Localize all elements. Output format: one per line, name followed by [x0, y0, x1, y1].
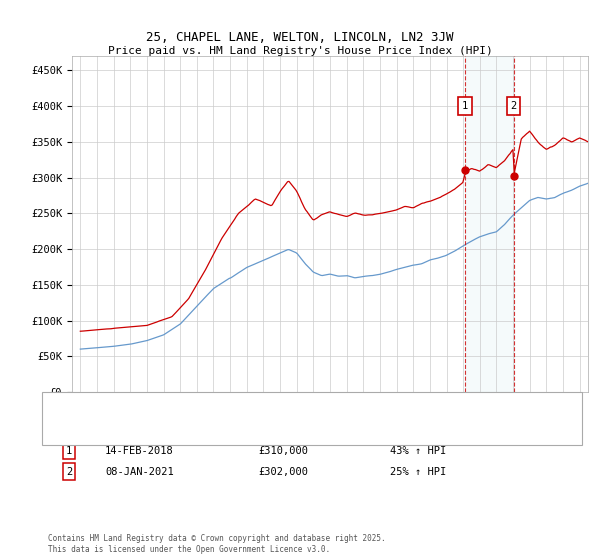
Text: —: — — [66, 400, 83, 418]
Text: 14-FEB-2018: 14-FEB-2018 — [105, 446, 174, 456]
Text: Contains HM Land Registry data © Crown copyright and database right 2025.
This d: Contains HM Land Registry data © Crown c… — [48, 534, 386, 554]
Text: 2: 2 — [66, 466, 72, 477]
Text: 1: 1 — [462, 101, 468, 111]
Bar — [465, 56, 514, 392]
Text: 25, CHAPEL LANE, WELTON, LINCOLN, LN2 3JW: 25, CHAPEL LANE, WELTON, LINCOLN, LN2 3J… — [146, 31, 454, 44]
Text: Price paid vs. HM Land Registry's House Price Index (HPI): Price paid vs. HM Land Registry's House … — [107, 46, 493, 56]
Text: 43% ↑ HPI: 43% ↑ HPI — [390, 446, 446, 456]
Text: —: — — [66, 418, 83, 436]
Text: HPI: Average price, detached house, West Lindsey: HPI: Average price, detached house, West… — [93, 422, 375, 432]
Text: 08-JAN-2021: 08-JAN-2021 — [105, 466, 174, 477]
Text: 25, CHAPEL LANE, WELTON, LINCOLN, LN2 3JW (detached house): 25, CHAPEL LANE, WELTON, LINCOLN, LN2 3J… — [93, 404, 434, 414]
Text: 1: 1 — [66, 446, 72, 456]
Text: £302,000: £302,000 — [258, 466, 308, 477]
Text: 2: 2 — [511, 101, 517, 111]
Text: 25% ↑ HPI: 25% ↑ HPI — [390, 466, 446, 477]
Text: £310,000: £310,000 — [258, 446, 308, 456]
